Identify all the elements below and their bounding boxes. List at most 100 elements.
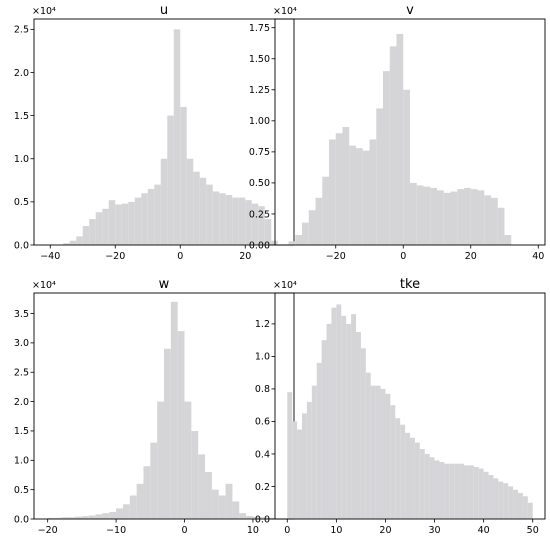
bar-v-31 bbox=[497, 207, 505, 245]
bar-w-17 bbox=[164, 348, 171, 519]
y-tick-label-w-3: 1.5 bbox=[14, 426, 29, 437]
bar-u-0 bbox=[63, 243, 70, 245]
bar-tke-46 bbox=[513, 489, 518, 519]
bar-v-21 bbox=[430, 187, 437, 245]
axes-frame-u bbox=[33, 18, 295, 246]
bar-tke-44 bbox=[503, 483, 509, 519]
bar-v-20 bbox=[423, 186, 431, 245]
bar-tke-14 bbox=[356, 332, 361, 519]
bar-tke-42 bbox=[493, 478, 499, 519]
y-tick-label-w-5: 2.5 bbox=[14, 368, 29, 379]
subplot-tke: 0 10 20 30 40 50 0.0 0.2 0.4 0.6 0.8 1.0 1.2 ×10⁴ tke bbox=[255, 277, 546, 536]
bar-w-14 bbox=[143, 466, 151, 519]
x-tick-label-w-0: −20 bbox=[38, 525, 58, 536]
bar-w-12 bbox=[129, 495, 137, 519]
y-tick-label-v-5: 1.25 bbox=[249, 85, 270, 96]
bar-v-4 bbox=[315, 197, 323, 245]
y-tick-label-v-0: 0.00 bbox=[249, 240, 270, 251]
y-tick-label-u-2: 1.0 bbox=[14, 154, 29, 165]
y-multiplier-v: ×10⁴ bbox=[273, 6, 297, 17]
x-tick-label-w-2: 0 bbox=[182, 525, 188, 536]
bar-v-6 bbox=[329, 139, 336, 245]
bar-v-3 bbox=[308, 210, 316, 245]
bar-w-3 bbox=[68, 517, 76, 519]
bar-u-32 bbox=[271, 240, 278, 245]
bar-v-5 bbox=[322, 176, 329, 245]
bar-u-6 bbox=[102, 208, 109, 245]
bar-tke-1 bbox=[292, 421, 298, 519]
bar-u-17 bbox=[173, 29, 181, 245]
bar-v-18 bbox=[410, 182, 417, 245]
x-tick-label-tke-2: 20 bbox=[379, 525, 391, 536]
bar-tke-48 bbox=[522, 496, 528, 519]
bar-tke-5 bbox=[311, 385, 317, 519]
bar-v-32 bbox=[504, 235, 512, 245]
bar-u-9 bbox=[121, 203, 129, 245]
subplot-u: −40 −20 0 200.00.51.01.52.02.5×10⁴ u bbox=[14, 3, 295, 262]
bar-w-27 bbox=[232, 501, 240, 519]
bar-v-0 bbox=[288, 241, 296, 245]
bar-tke-28 bbox=[424, 453, 430, 519]
bar-w-29 bbox=[246, 516, 253, 519]
bar-tke-13 bbox=[351, 314, 356, 519]
bar-tke-12 bbox=[346, 323, 352, 519]
bar-u-26 bbox=[232, 197, 239, 245]
bar-w-2 bbox=[61, 517, 69, 519]
y-tick-label-tke-2: 0.4 bbox=[255, 449, 270, 460]
bar-tke-16 bbox=[365, 372, 371, 519]
bar-tke-9 bbox=[331, 307, 337, 519]
bar-tke-45 bbox=[508, 486, 514, 519]
bar-u-4 bbox=[89, 219, 96, 245]
bar-v-11 bbox=[362, 150, 370, 245]
bar-w-18 bbox=[170, 301, 178, 519]
bar-tke-35 bbox=[459, 463, 464, 519]
bar-tke-38 bbox=[473, 466, 479, 519]
x-tick-label-tke-4: 40 bbox=[478, 525, 490, 536]
bar-u-10 bbox=[128, 201, 135, 245]
y-multiplier-u: ×10⁴ bbox=[32, 6, 56, 17]
bar-u-13 bbox=[147, 188, 155, 245]
bar-u-8 bbox=[115, 204, 122, 245]
bar-w-25 bbox=[218, 495, 226, 519]
bar-u-11 bbox=[134, 197, 142, 245]
y-tick-label-tke-6: 1.2 bbox=[255, 319, 270, 330]
x-tick-label-u-1: −20 bbox=[105, 251, 125, 262]
y-tick-label-tke-5: 1.0 bbox=[255, 352, 270, 363]
y-tick-label-v-2: 0.50 bbox=[249, 178, 270, 189]
x-tick-label-w-1: −10 bbox=[106, 525, 126, 536]
y-tick-label-w-2: 1.0 bbox=[14, 456, 29, 467]
bar-u-1 bbox=[69, 240, 77, 245]
y-tick-label-v-6: 1.50 bbox=[249, 54, 270, 65]
y-tick-label-u-5: 2.5 bbox=[14, 25, 29, 36]
axes-frame-v bbox=[274, 18, 546, 246]
bar-tke-29 bbox=[429, 457, 435, 519]
bar-v-1 bbox=[295, 235, 302, 245]
y-tick-label-v-7: 1.75 bbox=[249, 23, 270, 34]
y-tick-label-u-0: 0.0 bbox=[14, 240, 29, 251]
bar-w-21 bbox=[191, 430, 199, 519]
y-multiplier-w: ×10⁴ bbox=[32, 280, 56, 291]
bar-tke-11 bbox=[341, 315, 347, 519]
y-tick-label-v-4: 1.00 bbox=[249, 116, 270, 127]
x-tick-label-tke-3: 30 bbox=[428, 525, 440, 536]
bar-tke-49 bbox=[527, 502, 533, 519]
bar-tke-21 bbox=[390, 405, 396, 519]
bar-w-28 bbox=[239, 513, 247, 519]
bar-w-31 bbox=[259, 517, 267, 519]
bar-u-3 bbox=[82, 226, 90, 245]
bar-u-12 bbox=[141, 193, 148, 245]
bar-u-27 bbox=[238, 197, 246, 245]
bar-u-20 bbox=[193, 171, 200, 245]
subplot-title-u: u bbox=[160, 3, 168, 18]
bar-u-22 bbox=[206, 184, 213, 245]
bar-w-26 bbox=[225, 483, 233, 519]
bar-v-22 bbox=[437, 190, 444, 245]
bar-u-19 bbox=[186, 158, 194, 245]
bar-w-4 bbox=[75, 516, 82, 519]
bar-w-24 bbox=[211, 489, 219, 519]
bar-w-22 bbox=[198, 454, 206, 519]
subplot-w: −20 −10 0 100.00.51.01.52.02.53.03.5×10⁴ w bbox=[14, 277, 295, 536]
bar-tke-27 bbox=[419, 449, 425, 519]
bar-v-2 bbox=[302, 222, 309, 245]
bar-u-30 bbox=[258, 206, 265, 245]
